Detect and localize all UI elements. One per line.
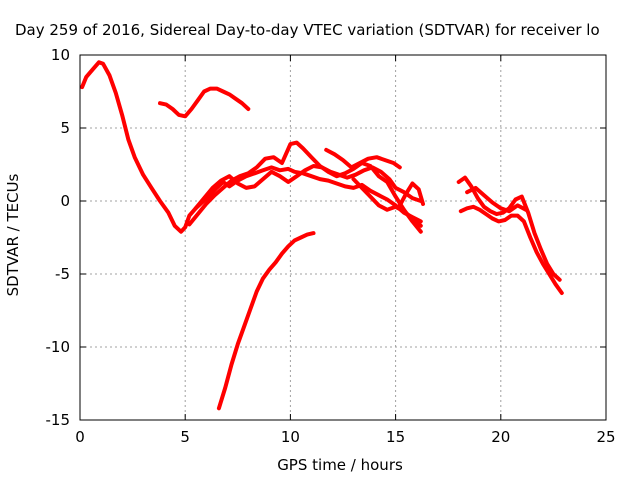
series-arc-4	[187, 140, 423, 234]
x-tick-label: 5	[180, 428, 190, 446]
x-axis-label: GPS time / hours	[277, 456, 403, 474]
y-axis-label: SDTVAR / TECUs	[4, 173, 22, 296]
series-arc-5	[193, 164, 423, 211]
y-tick-label: 0	[60, 192, 70, 210]
tick-layer: 0 5 10 15 20 25 -15 -10 -5 0 5 10	[46, 46, 616, 446]
series-arc-8	[397, 181, 425, 208]
series-arc-6	[324, 147, 402, 170]
x-tick-label: 0	[75, 428, 85, 446]
y-tick-label: -15	[46, 411, 71, 429]
chart-title: Day 259 of 2016, Sidereal Day-to-day VTE…	[15, 21, 600, 39]
y-tick-label: 5	[60, 119, 70, 137]
series-arc-10	[456, 175, 562, 282]
series-arc-11	[465, 185, 528, 214]
series-arc-7	[351, 177, 423, 228]
series-arc-1	[80, 60, 423, 234]
y-tick-label: 10	[51, 46, 70, 64]
x-tick-label: 25	[596, 428, 615, 446]
series-arc-9	[458, 204, 564, 295]
grid-layer	[80, 55, 606, 420]
series-layer	[80, 60, 564, 411]
x-tick-label: 20	[491, 428, 510, 446]
x-tick-label: 10	[281, 428, 300, 446]
x-tick-label: 15	[386, 428, 405, 446]
y-tick-label: -5	[55, 265, 70, 283]
y-tick-label: -10	[46, 338, 71, 356]
series-arc-3	[216, 231, 316, 411]
series-arc-2	[158, 86, 251, 119]
plot-frame	[79, 54, 607, 421]
